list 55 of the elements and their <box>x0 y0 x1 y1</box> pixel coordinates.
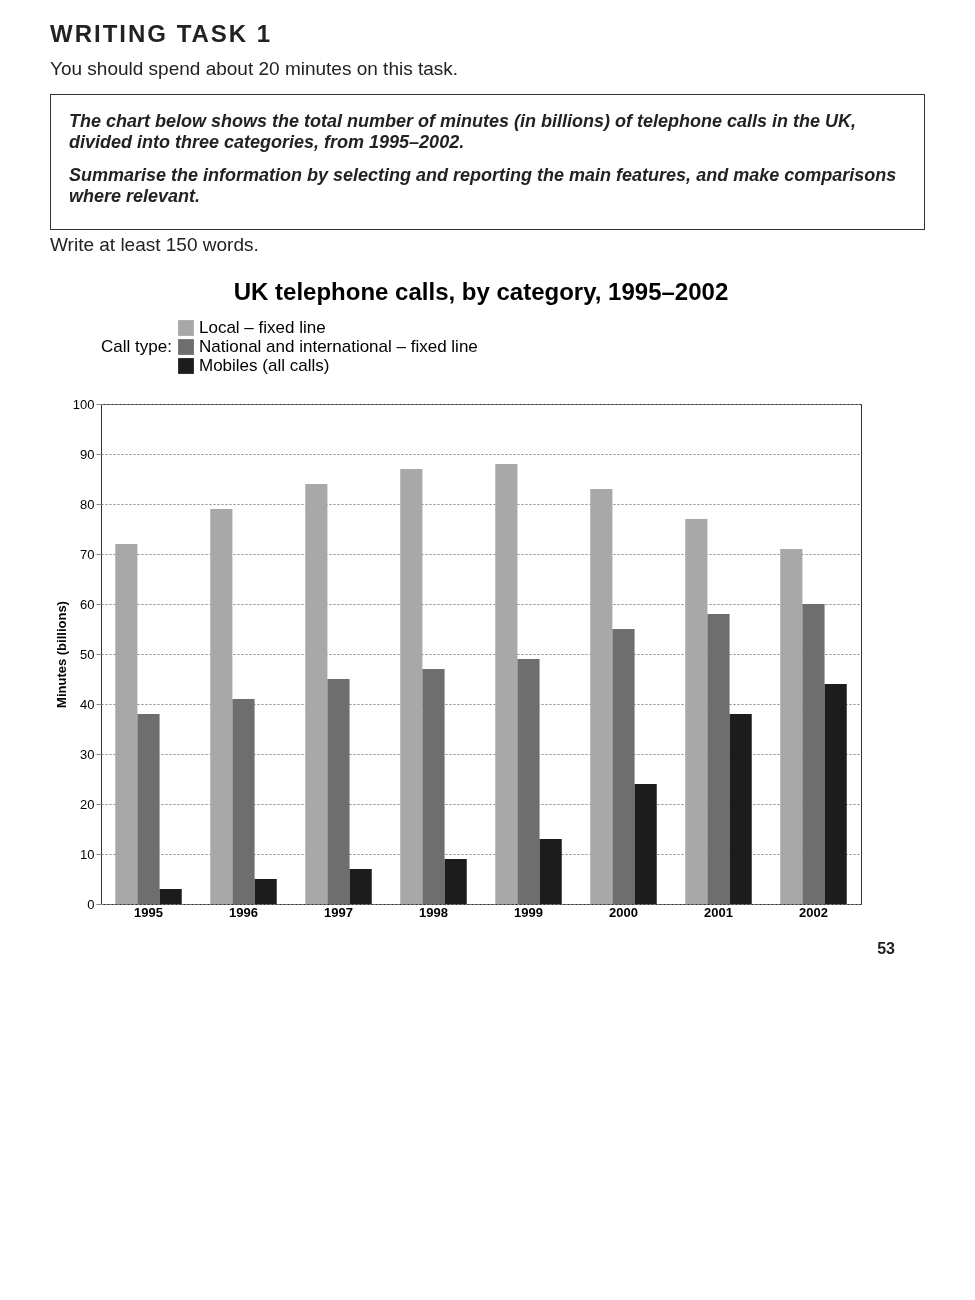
y-axis-title: Minutes (billions) <box>53 601 69 708</box>
x-tick-label: 2000 <box>609 904 638 920</box>
y-tick-label: 10 <box>80 846 95 862</box>
bar <box>115 544 138 904</box>
text: 53 <box>876 940 895 958</box>
y-tick-label: 70 <box>80 546 95 562</box>
x-tick-label: 1997 <box>324 904 353 920</box>
bar <box>590 489 613 904</box>
x-tick-label: 2001 <box>704 904 733 920</box>
bar <box>159 889 182 904</box>
text: You should spend about 20 minutes on this task. <box>50 58 460 80</box>
bar <box>444 859 467 904</box>
bar <box>539 839 562 904</box>
y-tick-label: 60 <box>80 596 95 612</box>
bar <box>495 464 518 904</box>
bar <box>305 484 328 904</box>
bar <box>802 604 825 904</box>
bar <box>327 679 350 904</box>
x-tick-label: 1996 <box>229 904 258 920</box>
bar <box>254 879 277 904</box>
y-tick-label: 0 <box>87 896 95 912</box>
bar <box>517 659 540 904</box>
x-tick-label: 2002 <box>799 904 828 920</box>
y-tick-label: 40 <box>80 696 95 712</box>
bar <box>729 714 752 904</box>
bar <box>137 714 160 904</box>
bar <box>349 869 372 904</box>
bar <box>400 469 423 904</box>
legend-label: Local – fixed line <box>199 318 326 337</box>
legend-label: National and international – fixed line <box>199 337 478 356</box>
bar <box>232 699 255 904</box>
y-tick-label: 100 <box>72 396 95 412</box>
chart-title: UK telephone calls, by category, 1995–2002 <box>233 278 729 305</box>
text: Write at least 150 words. <box>50 234 260 256</box>
bar <box>780 549 803 904</box>
x-tick-label: 1998 <box>419 904 448 920</box>
bar <box>707 614 730 904</box>
y-tick-label: 20 <box>80 796 95 812</box>
bar <box>824 684 847 904</box>
bar <box>685 519 708 904</box>
text: The chart below shows the total number of minutes (in billions) of telephone calls in the UK, divided into three categories, from 1995–2002. <box>69 111 858 153</box>
bar <box>634 784 657 904</box>
x-tick-label: 1995 <box>134 904 163 920</box>
y-tick-label: 50 <box>80 646 95 662</box>
y-tick-label: 90 <box>80 446 95 462</box>
y-tick-label: 80 <box>80 496 95 512</box>
x-tick-label: 1999 <box>514 904 543 920</box>
bar <box>210 509 233 904</box>
text: WRITING TASK 1 <box>50 20 274 48</box>
legend-title: Call type: <box>101 337 172 356</box>
text: Summarise the information by selecting and reporting the main features, and make comparisons where relevant. <box>69 165 898 207</box>
bar <box>612 629 635 904</box>
bar <box>422 669 445 904</box>
y-tick-label: 30 <box>80 746 95 762</box>
legend-label: Mobiles (all calls) <box>199 356 330 375</box>
